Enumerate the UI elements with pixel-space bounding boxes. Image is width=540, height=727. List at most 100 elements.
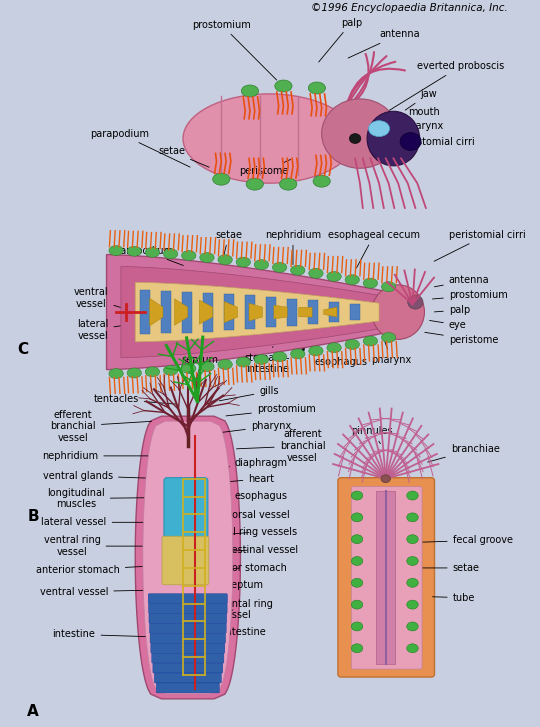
Ellipse shape — [254, 260, 268, 270]
Text: heart: heart — [210, 474, 274, 483]
Text: ©1996 Encyclopaedia Britannica, Inc.: ©1996 Encyclopaedia Britannica, Inc. — [310, 4, 508, 13]
Ellipse shape — [241, 85, 259, 97]
Polygon shape — [121, 267, 384, 358]
Ellipse shape — [345, 275, 360, 285]
Bar — [350, 305, 360, 320]
Text: dorsal ring vessels: dorsal ring vessels — [206, 527, 298, 537]
Ellipse shape — [407, 601, 418, 609]
Text: dorsal vessel: dorsal vessel — [210, 510, 289, 521]
Ellipse shape — [313, 175, 330, 187]
Ellipse shape — [352, 622, 363, 631]
Text: peristome: peristome — [425, 332, 498, 345]
Ellipse shape — [273, 262, 287, 273]
Text: parapodium: parapodium — [91, 129, 190, 167]
Text: B: B — [27, 510, 39, 524]
Ellipse shape — [127, 368, 141, 378]
Ellipse shape — [368, 121, 389, 137]
Ellipse shape — [322, 99, 398, 168]
Text: lateral vessel: lateral vessel — [42, 518, 163, 527]
Text: longitudinal
muscles: longitudinal muscles — [47, 488, 164, 510]
Ellipse shape — [407, 491, 418, 500]
Polygon shape — [323, 307, 337, 317]
FancyBboxPatch shape — [150, 633, 226, 643]
Text: tentacles: tentacles — [93, 394, 176, 404]
FancyBboxPatch shape — [151, 643, 225, 654]
Text: nephridium: nephridium — [265, 230, 321, 265]
Text: subintestinal vessel: subintestinal vessel — [201, 545, 299, 555]
Ellipse shape — [352, 491, 363, 500]
Ellipse shape — [145, 367, 160, 377]
Ellipse shape — [327, 271, 341, 281]
Ellipse shape — [213, 173, 230, 185]
Text: gills: gills — [219, 387, 279, 401]
Polygon shape — [143, 421, 233, 694]
Text: pharynx: pharynx — [372, 342, 411, 365]
Bar — [140, 290, 150, 334]
Text: esophagus: esophagus — [210, 491, 288, 501]
Ellipse shape — [183, 94, 355, 183]
Ellipse shape — [352, 601, 363, 609]
Text: pharynx: pharynx — [392, 121, 443, 133]
Ellipse shape — [400, 132, 421, 150]
Polygon shape — [150, 298, 163, 326]
Text: efferent
branchial
vessel: efferent branchial vessel — [50, 409, 152, 443]
Text: ventral ring
vessel: ventral ring vessel — [44, 535, 166, 557]
Text: peristome: peristome — [240, 159, 291, 176]
Text: pinnules: pinnules — [352, 426, 393, 443]
Ellipse shape — [200, 252, 214, 262]
Text: lateral
vessel: lateral vessel — [77, 319, 131, 341]
Text: D: D — [293, 342, 306, 357]
FancyBboxPatch shape — [148, 594, 227, 603]
Ellipse shape — [407, 513, 418, 522]
Ellipse shape — [109, 246, 123, 256]
Text: septum: septum — [213, 580, 264, 590]
Text: C: C — [17, 342, 28, 357]
Ellipse shape — [363, 278, 377, 288]
Text: septum: septum — [182, 342, 219, 365]
Ellipse shape — [352, 579, 363, 587]
Text: A: A — [27, 704, 39, 719]
Bar — [308, 300, 318, 324]
Text: posterior stomach: posterior stomach — [198, 563, 287, 573]
Ellipse shape — [372, 285, 424, 340]
Ellipse shape — [381, 282, 396, 292]
Text: antenna: antenna — [348, 29, 420, 58]
Ellipse shape — [236, 357, 251, 367]
Text: ventral vessel: ventral vessel — [40, 587, 171, 597]
Text: fecal groove: fecal groove — [394, 535, 512, 545]
Text: ventral
vessel: ventral vessel — [74, 287, 133, 311]
Ellipse shape — [352, 644, 363, 653]
Polygon shape — [106, 254, 389, 369]
Bar — [266, 297, 276, 327]
Ellipse shape — [200, 361, 214, 371]
Text: anterior stomach: anterior stomach — [36, 565, 169, 575]
Text: peristomial cirri: peristomial cirri — [434, 230, 525, 261]
Text: prostomium: prostomium — [226, 404, 316, 416]
Text: antenna: antenna — [434, 276, 489, 286]
Bar — [287, 299, 297, 326]
Text: peristomial cirri: peristomial cirri — [377, 137, 475, 158]
Bar — [161, 291, 171, 334]
Bar — [245, 295, 255, 329]
Text: esophageal cecum: esophageal cecum — [328, 230, 420, 268]
Ellipse shape — [367, 111, 420, 166]
Ellipse shape — [275, 80, 292, 92]
Text: everted proboscis: everted proboscis — [386, 61, 504, 112]
Ellipse shape — [408, 295, 423, 309]
Text: segmental ring
vessel: segmental ring vessel — [199, 599, 273, 620]
Ellipse shape — [327, 343, 341, 353]
Ellipse shape — [407, 535, 418, 544]
FancyBboxPatch shape — [152, 654, 224, 663]
Ellipse shape — [352, 535, 363, 544]
FancyBboxPatch shape — [150, 624, 226, 633]
Text: prostomium: prostomium — [433, 290, 508, 300]
Ellipse shape — [218, 359, 232, 369]
Ellipse shape — [164, 249, 178, 259]
Ellipse shape — [254, 355, 268, 364]
Ellipse shape — [352, 557, 363, 566]
Ellipse shape — [236, 257, 251, 267]
FancyBboxPatch shape — [164, 478, 208, 538]
Ellipse shape — [127, 246, 141, 256]
Ellipse shape — [145, 247, 160, 257]
Text: esophagus: esophagus — [314, 345, 367, 366]
